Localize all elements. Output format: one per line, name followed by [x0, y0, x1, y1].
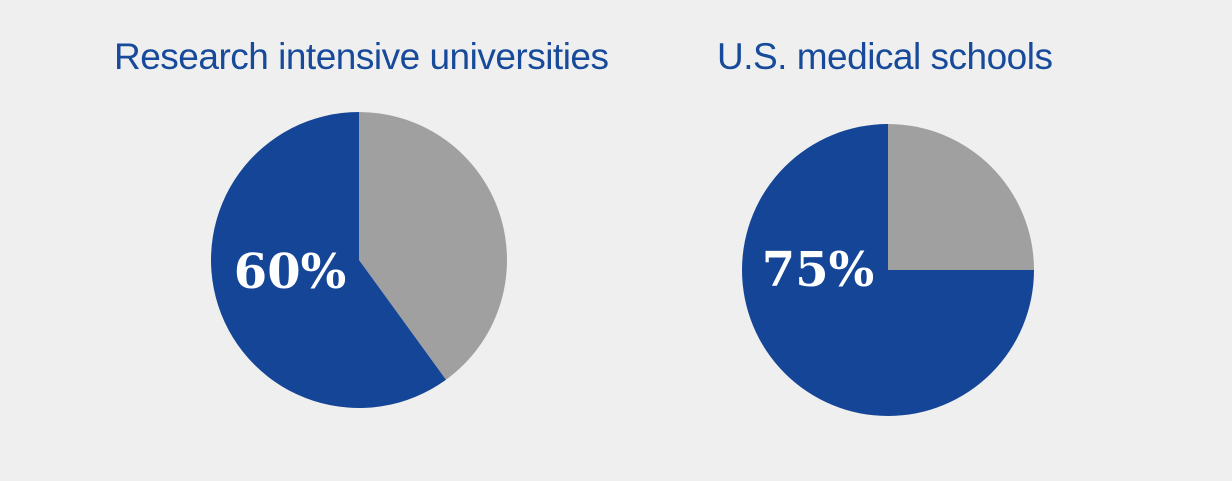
percent-data-label: 60%: [234, 244, 346, 300]
chart-title: Research intensive universities: [114, 36, 609, 77]
pie-slice-remainder: [359, 112, 508, 380]
chart-research-universities: Research intensive universities 60%: [114, 36, 609, 408]
pie-slice-remainder: [888, 124, 1034, 270]
chart-medical-schools: U.S. medical schools 75%: [690, 0, 1232, 481]
chart-title: U.S. medical schools: [717, 36, 1053, 77]
pie-slice-primary: [742, 124, 1034, 416]
percent-data-label: 75%: [762, 242, 874, 298]
pie-slice-primary: [211, 112, 446, 408]
pie-chart: 60%: [211, 112, 508, 408]
pie-chart: 75%: [742, 124, 1034, 416]
